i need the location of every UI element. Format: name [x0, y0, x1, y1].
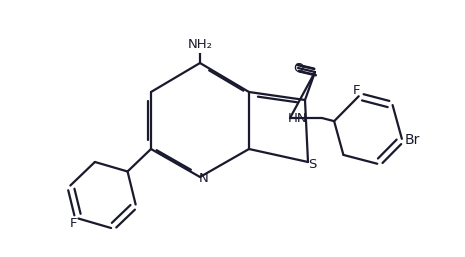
Text: NH₂: NH₂: [187, 39, 213, 51]
Text: O: O: [293, 61, 303, 75]
Text: N: N: [199, 172, 209, 186]
Text: F: F: [353, 84, 360, 97]
Text: S: S: [308, 158, 316, 170]
Text: Br: Br: [405, 133, 420, 146]
Text: HN: HN: [288, 112, 308, 124]
Text: F: F: [70, 217, 77, 230]
